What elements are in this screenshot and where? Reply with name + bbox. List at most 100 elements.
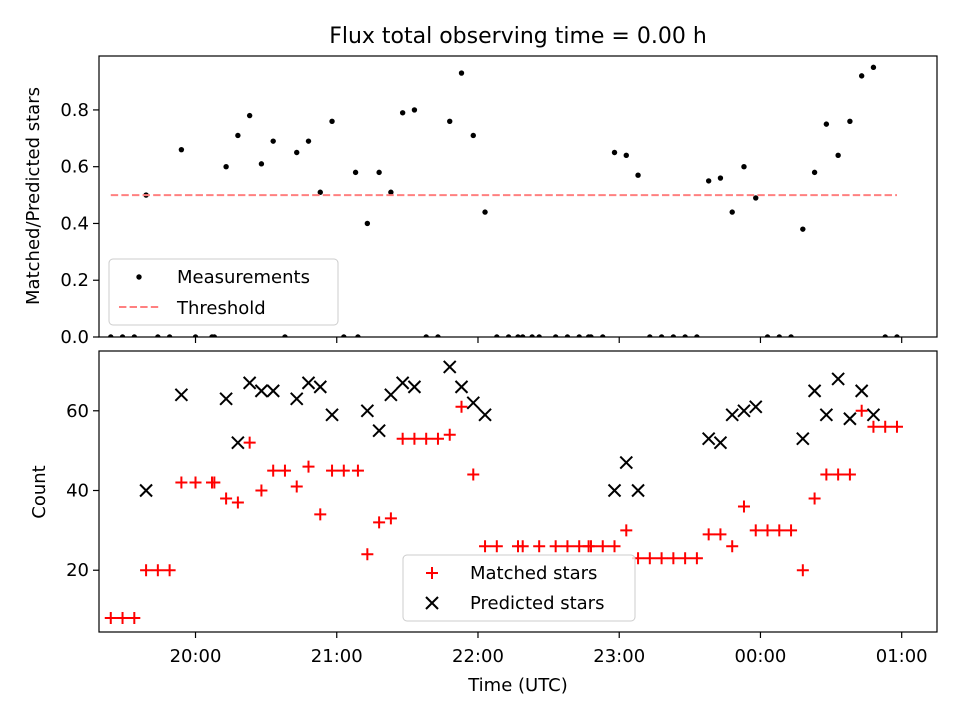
measurement-point xyxy=(811,169,818,176)
matched-stars-point xyxy=(220,492,233,505)
matched-stars-series xyxy=(104,400,903,625)
predicted-legend-marker xyxy=(425,596,439,610)
matched-stars-point xyxy=(667,552,680,565)
measurement-point xyxy=(494,334,500,337)
chart-title: Flux total observing time = 0.00 h xyxy=(329,24,707,49)
count-y-axis-label: Count xyxy=(29,465,50,518)
measurement-point xyxy=(294,149,300,156)
measurement-point xyxy=(635,172,641,178)
matched-stars-point xyxy=(737,500,750,513)
predicted-stars-point xyxy=(219,392,233,406)
y-tick-label: 0.4 xyxy=(60,213,89,234)
matched-stars-point xyxy=(175,476,188,489)
count-legend: Matched stars Predicted stars xyxy=(402,554,636,622)
count-x-ticks: 20:00 21:00 22:00 23:00 00:00 01:00 xyxy=(170,632,928,667)
measurement-point xyxy=(364,220,371,227)
measurement-point xyxy=(658,334,665,337)
predicted-stars-point xyxy=(749,400,763,414)
measurement-point xyxy=(529,334,535,337)
measurement-point xyxy=(329,118,335,124)
measurement-point xyxy=(823,121,830,127)
measurement-point xyxy=(753,195,759,201)
measurement-point xyxy=(623,152,629,159)
ratio-legend: Measurements Threshold xyxy=(108,258,339,326)
measurement-point xyxy=(376,169,382,176)
predicted-stars-point xyxy=(631,483,645,498)
matched-stars-point xyxy=(361,548,374,561)
measurements-legend-label: Measurements xyxy=(177,267,310,288)
predicted-legend-label: Predicted stars xyxy=(470,593,604,614)
measurement-point xyxy=(858,73,865,79)
matched-legend-label: Matched stars xyxy=(470,563,597,584)
y-tick-label: 0.8 xyxy=(60,100,89,121)
measurement-point xyxy=(155,334,161,337)
matched-stars-point xyxy=(116,612,129,625)
measurement-point xyxy=(458,70,465,76)
measurement-point xyxy=(764,334,771,337)
measurement-point xyxy=(192,334,199,337)
matched-stars-point xyxy=(561,540,574,553)
matched-stars-point xyxy=(855,404,868,417)
matched-stars-point xyxy=(584,540,597,553)
measurement-point xyxy=(166,334,173,337)
measurement-point xyxy=(282,334,288,337)
count-legend-box xyxy=(402,554,636,622)
measurement-point xyxy=(520,334,526,337)
matched-stars-point xyxy=(443,428,456,441)
y-tick-label: 40 xyxy=(66,481,89,502)
predicted-stars-point xyxy=(174,388,189,402)
predicted-stars-point xyxy=(139,483,153,498)
x-tick-label: 00:00 xyxy=(735,646,787,667)
matched-stars-point xyxy=(702,528,715,541)
measurement-point xyxy=(352,169,359,176)
matched-stars-point xyxy=(431,432,444,445)
predicted-stars-point xyxy=(395,376,410,390)
predicted-stars-point xyxy=(231,435,245,450)
measurement-point xyxy=(647,334,653,337)
matched-stars-point xyxy=(761,524,774,537)
predicted-stars-point xyxy=(384,388,398,402)
measurement-point xyxy=(131,334,138,337)
matched-stars-point xyxy=(373,516,386,529)
matched-stars-point xyxy=(467,468,480,481)
matched-stars-point xyxy=(808,492,821,505)
matched-stars-point xyxy=(533,540,546,553)
measurement-point xyxy=(882,334,888,337)
matched-stars-point xyxy=(479,540,492,553)
ratio-panel: 0.00.20.40.60.8 Matched/Predicted stars … xyxy=(23,55,938,348)
matched-stars-point xyxy=(679,552,692,565)
measurement-point xyxy=(576,334,582,337)
predicted-stars-point xyxy=(866,408,881,422)
measurement-point xyxy=(717,175,724,181)
matched-stars-point xyxy=(620,524,633,537)
matched-stars-point xyxy=(314,508,327,521)
ratio-y-axis-label: Matched/Predicted stars xyxy=(23,87,44,305)
measurement-point xyxy=(305,138,312,144)
y-tick-label: 0.6 xyxy=(60,157,89,178)
matched-stars-point xyxy=(267,464,280,477)
predicted-stars-point xyxy=(290,392,304,406)
measurement-point xyxy=(694,334,700,337)
x-tick-label: 22:00 xyxy=(452,646,504,667)
matched-stars-point xyxy=(867,420,880,433)
measurement-point xyxy=(482,209,488,215)
measurement-point xyxy=(894,334,900,337)
matched-stars-point xyxy=(104,612,117,625)
matched-stars-point xyxy=(843,468,856,481)
count-y-ticks: 20 40 60 xyxy=(66,401,99,581)
matched-stars-point xyxy=(608,540,621,553)
predicted-stars-point xyxy=(478,408,492,422)
matched-stars-point xyxy=(455,400,468,413)
measurement-point xyxy=(246,112,253,119)
matched-stars-point xyxy=(796,564,809,577)
measurement-point xyxy=(317,189,323,195)
measurement-point xyxy=(411,107,418,113)
measurement-point xyxy=(835,152,841,159)
predicted-stars-point xyxy=(313,380,327,394)
measurement-point xyxy=(870,64,877,71)
predicted-stars-point xyxy=(854,384,869,398)
matched-legend-marker xyxy=(426,567,438,579)
x-tick-label: 20:00 xyxy=(170,646,222,667)
count-panel: 20 40 60 20:00 21:00 22:00 23:00 00:00 01:00 Co… xyxy=(29,350,938,696)
x-axis-label: Time (UTC) xyxy=(467,675,568,696)
